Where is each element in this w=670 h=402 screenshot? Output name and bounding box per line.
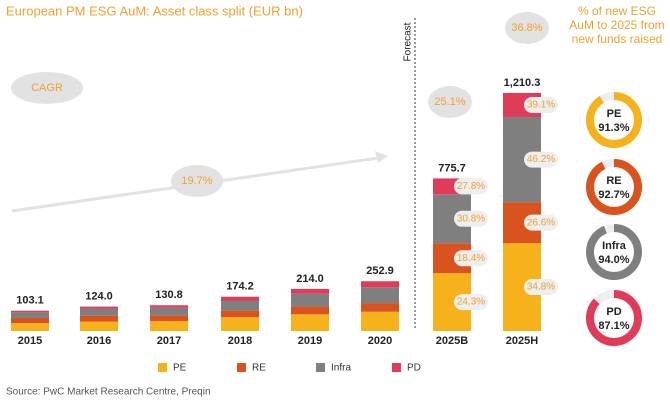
- bar-segment: [291, 314, 329, 331]
- total-label: 214.0: [296, 273, 324, 285]
- cagr-label: CAGR: [31, 82, 63, 94]
- cagr-segment-label: 39.1%: [527, 100, 555, 111]
- donut-name: Infra: [602, 240, 627, 252]
- cagr-bubble: [11, 72, 83, 104]
- bar-segment: [291, 306, 329, 315]
- bar-segment: [150, 315, 188, 322]
- cagr-segment-label: 30.8%: [457, 213, 485, 224]
- donut-arc: [586, 290, 642, 346]
- legend-swatch: [158, 363, 167, 372]
- bar-segment: [80, 308, 118, 316]
- donut-arc: [586, 159, 642, 215]
- legend-label: PE: [173, 363, 187, 374]
- bar-segment: [150, 307, 188, 316]
- donut-value: 87.1%: [598, 320, 629, 332]
- cagr-segment-label: 26.6%: [527, 217, 555, 228]
- x-tick-label: 2019: [298, 335, 322, 347]
- total-label: 124.0: [85, 291, 113, 303]
- x-tick-label: 2025H: [506, 335, 538, 347]
- bar-segment: [11, 310, 49, 313]
- total-label: 103.1: [16, 295, 44, 307]
- bar-segment: [80, 306, 118, 309]
- cagr-high: 36.8%: [511, 22, 542, 34]
- bar-segment: [361, 311, 399, 331]
- x-tick-label: 2018: [228, 335, 252, 347]
- cagr-bubble: [505, 12, 549, 44]
- bar-segment: [291, 288, 329, 294]
- trend-arrowhead: [375, 151, 388, 163]
- cagr-label-box: [524, 96, 558, 113]
- forecast-label: Forecast: [403, 22, 414, 61]
- donut-arc: [586, 224, 642, 280]
- legend-swatch: [316, 363, 325, 372]
- cagr-label-box: [454, 210, 488, 227]
- x-tick-label: 2020: [368, 335, 392, 347]
- cagr-segment-label: 18.4%: [457, 253, 485, 264]
- cagr-label-box: [524, 279, 558, 296]
- new-funds-title: AuM to 2025 from: [569, 18, 664, 32]
- total-label: 775.7: [438, 162, 466, 174]
- chart-title: European PM ESG AuM: Asset class split (…: [6, 3, 303, 18]
- cagr-bubble: [428, 86, 472, 118]
- cagr-label-box: [524, 151, 558, 168]
- bar-segment: [150, 321, 188, 331]
- donut-name: RE: [606, 175, 621, 187]
- bar-segment: [80, 321, 118, 331]
- legend-swatch: [237, 363, 246, 372]
- cagr-segment-label: 46.2%: [527, 154, 555, 165]
- donut-name: PD: [606, 306, 621, 318]
- bar-segment: [11, 312, 49, 319]
- donut-name: PE: [607, 108, 622, 120]
- bar-segment: [80, 315, 118, 322]
- bar-segment: [221, 296, 259, 301]
- total-label: 252.9: [366, 265, 394, 277]
- bar-segment: [11, 323, 49, 331]
- total-label: 174.2: [226, 281, 254, 293]
- bar-segment: [150, 305, 188, 308]
- bar-segment: [361, 281, 399, 288]
- total-label: 1,210.3: [504, 77, 541, 89]
- cagr-label-box: [454, 250, 488, 267]
- source: Source: PwC Market Research Centre, Preq…: [6, 387, 211, 398]
- bar-segment: [221, 310, 259, 318]
- x-tick-label: 2016: [87, 335, 111, 347]
- donut-value: 92.7%: [598, 189, 629, 201]
- donut-arc: [586, 92, 642, 148]
- cagr-label-box: [454, 178, 488, 195]
- cagr-label-box: [524, 214, 558, 231]
- cagr-budget: 25.1%: [434, 96, 465, 108]
- bar-segment: [221, 300, 259, 311]
- cagr-historical: 19.7%: [181, 175, 212, 187]
- cagr-label-box: [454, 294, 488, 311]
- legend-swatch: [392, 363, 401, 372]
- cagr-segment-label: 27.8%: [457, 181, 485, 192]
- x-tick-label: 2025B: [436, 335, 468, 347]
- donut-value: 94.0%: [598, 254, 629, 266]
- new-funds-title: % of new ESG: [578, 4, 656, 18]
- cagr-bubble: [171, 165, 223, 197]
- bar-segment: [11, 318, 49, 324]
- new-funds-title: new funds raised: [572, 32, 663, 46]
- x-tick-label: 2017: [157, 335, 181, 347]
- cagr-segment-label: 34.8%: [527, 282, 555, 293]
- cagr-segment-label: 24.3%: [457, 297, 485, 308]
- bar-segment: [291, 293, 329, 307]
- bar-segment: [221, 317, 259, 331]
- total-label: 130.8: [155, 289, 183, 301]
- x-tick-label: 2015: [18, 335, 42, 347]
- bar-segment: [361, 303, 399, 312]
- bar-segment: [361, 287, 399, 304]
- legend-label: PD: [407, 363, 421, 374]
- legend-label: Infra: [331, 363, 351, 374]
- donut-value: 91.3%: [598, 122, 629, 134]
- legend-label: RE: [252, 363, 266, 374]
